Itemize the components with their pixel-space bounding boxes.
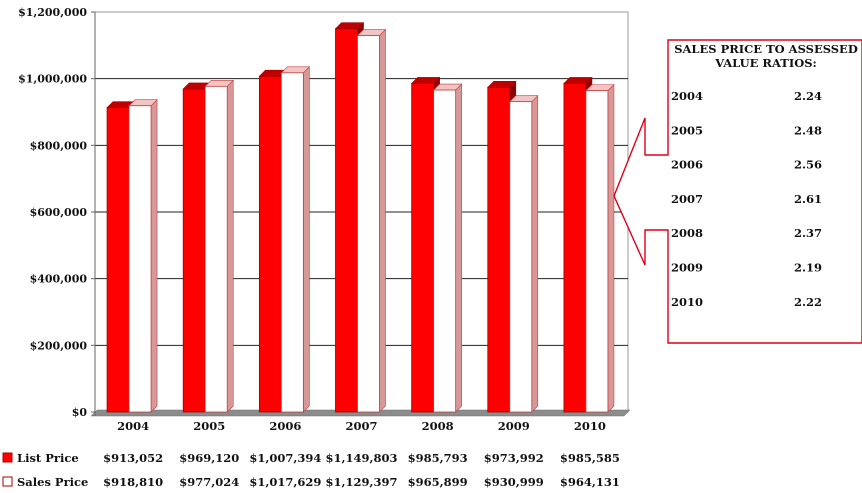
bar-sales-price [433, 89, 457, 413]
x-tick-label: 2006 [269, 419, 301, 433]
data-label-sales-price: $964,131 [560, 475, 620, 489]
ratio-value: 2.19 [794, 261, 822, 275]
bar-sales-price [280, 72, 304, 413]
x-tick-label: 2004 [117, 419, 149, 433]
bar-list-price [563, 83, 587, 413]
bar-list-price [182, 88, 206, 413]
bar-side-sales-price [379, 28, 386, 413]
data-label-sales-price: $918,810 [103, 475, 163, 489]
ratio-value: 2.22 [794, 295, 822, 309]
ratio-year: 2005 [671, 123, 703, 137]
ratio-value: 2.61 [794, 192, 822, 206]
bar-side-sales-price [455, 83, 462, 413]
y-tick-label: $400,000 [30, 273, 88, 286]
bar-list-price [335, 28, 358, 413]
ratio-year: 2004 [671, 89, 703, 103]
y-tick-label: $600,000 [30, 206, 88, 219]
data-label-list-price: $973,992 [484, 451, 544, 465]
y-tick-label: $200,000 [30, 339, 88, 352]
axis-layer: $0 $200,000 $400,000 $600,000 $800,000 $1,000… [18, 6, 606, 433]
ratio-year: 2006 [671, 158, 703, 172]
data-label-list-price: $985,585 [560, 451, 620, 465]
ratio-year: 2009 [671, 261, 703, 275]
ratio-value: 2.24 [794, 89, 822, 103]
ratio-year: 2007 [671, 192, 703, 206]
ratio-value: 2.48 [794, 123, 822, 137]
bar-sales-price [204, 85, 228, 413]
bar-sales-price [509, 101, 533, 413]
legend-swatch-list-price [2, 452, 13, 463]
bar-sales-price [128, 105, 152, 413]
y-tick-label: $1,000,000 [18, 73, 87, 86]
bar-sales-price [357, 35, 380, 413]
x-tick-label: 2009 [498, 419, 530, 433]
bar-side-sales-price [531, 94, 539, 413]
ratio-year: 2008 [671, 226, 703, 240]
bar-side-sales-price [303, 66, 310, 413]
bar-list-price [106, 107, 130, 413]
data-label-sales-price: $965,899 [408, 475, 468, 489]
bar-list-price [487, 86, 511, 413]
data-label-list-price: $1,007,394 [249, 451, 321, 465]
ratio-year: 2010 [671, 295, 703, 309]
legend-label-list-price: List Price [17, 451, 79, 465]
data-label-sales-price: $1,129,397 [325, 475, 397, 489]
y-tick-label: $1,200,000 [18, 6, 87, 19]
panel-subtitle: VALUE RATIOS: [714, 56, 817, 70]
y-tick-label: $800,000 [30, 139, 88, 152]
bars-layer [106, 22, 615, 413]
callout-box [613, 39, 862, 344]
bar-list-price [258, 75, 282, 413]
data-label-sales-price: $1,017,629 [249, 475, 321, 489]
bar-side-sales-price [607, 83, 615, 413]
data-label-sales-price: $977,024 [179, 475, 239, 489]
bar-list-price [411, 83, 435, 413]
ratio-value: 2.56 [794, 158, 822, 172]
data-label-sales-price: $930,999 [484, 475, 544, 489]
bar-side-sales-price [150, 99, 158, 413]
data-label-list-price: $913,052 [103, 451, 163, 465]
data-label-list-price: $985,793 [408, 451, 468, 465]
data-label-list-price: $1,149,803 [325, 451, 397, 465]
y-tick-label: $0 [72, 406, 88, 419]
data-label-list-price: $969,120 [179, 451, 239, 465]
x-tick-label: 2008 [422, 419, 454, 433]
panel-title: SALES PRICE TO ASSESSED [674, 42, 858, 56]
x-tick-label: 2007 [345, 419, 377, 433]
bar-sales-price [585, 90, 609, 413]
ratio-value: 2.37 [794, 226, 822, 240]
legend-swatch-sales-price [2, 476, 13, 487]
x-tick-label: 2005 [193, 419, 225, 433]
legend-label-sales-price: Sales Price [17, 475, 88, 489]
data-table: List Price $913,052 $969,120 $1,007,394 $1,1… [2, 451, 620, 489]
bar-side-sales-price [226, 79, 234, 413]
x-tick-label: 2010 [574, 419, 606, 433]
